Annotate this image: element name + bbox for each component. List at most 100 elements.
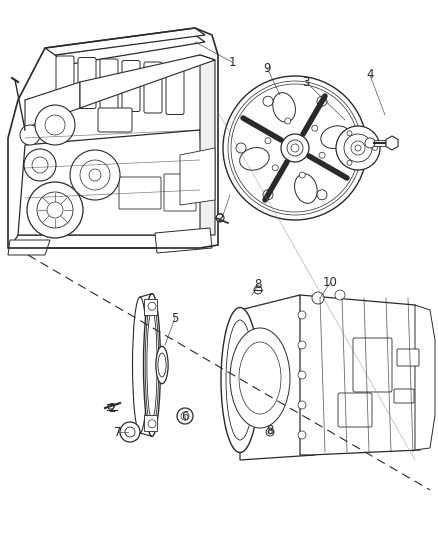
Circle shape xyxy=(281,134,309,162)
Circle shape xyxy=(272,165,278,171)
Ellipse shape xyxy=(239,342,281,414)
Ellipse shape xyxy=(295,174,317,203)
Polygon shape xyxy=(45,28,205,55)
Circle shape xyxy=(223,76,367,220)
Text: 6: 6 xyxy=(181,409,189,423)
Circle shape xyxy=(80,160,110,190)
Text: 7: 7 xyxy=(114,425,122,439)
Ellipse shape xyxy=(240,148,269,170)
Ellipse shape xyxy=(147,311,157,419)
Ellipse shape xyxy=(144,294,160,437)
Text: 8: 8 xyxy=(266,424,274,437)
Text: 8: 8 xyxy=(254,279,261,292)
Circle shape xyxy=(148,302,156,310)
Circle shape xyxy=(347,131,352,136)
Circle shape xyxy=(254,286,262,294)
Text: 4: 4 xyxy=(366,69,374,82)
FancyBboxPatch shape xyxy=(122,61,140,111)
Polygon shape xyxy=(180,148,215,205)
Text: 2: 2 xyxy=(108,401,116,415)
FancyBboxPatch shape xyxy=(397,349,419,366)
FancyBboxPatch shape xyxy=(164,174,196,211)
FancyBboxPatch shape xyxy=(166,63,184,115)
Circle shape xyxy=(372,146,378,150)
FancyBboxPatch shape xyxy=(56,56,74,107)
Circle shape xyxy=(216,214,224,222)
Circle shape xyxy=(263,190,273,200)
FancyBboxPatch shape xyxy=(119,177,161,209)
Circle shape xyxy=(336,126,380,170)
Circle shape xyxy=(20,125,40,145)
Circle shape xyxy=(317,96,327,106)
Ellipse shape xyxy=(273,93,296,122)
Polygon shape xyxy=(144,299,157,315)
Circle shape xyxy=(298,431,306,439)
Circle shape xyxy=(319,152,325,158)
Circle shape xyxy=(236,143,246,153)
Circle shape xyxy=(298,311,306,319)
Circle shape xyxy=(312,292,324,304)
Polygon shape xyxy=(386,136,398,150)
Circle shape xyxy=(177,408,193,424)
FancyBboxPatch shape xyxy=(374,140,385,146)
FancyBboxPatch shape xyxy=(394,389,414,403)
Circle shape xyxy=(355,145,361,151)
Circle shape xyxy=(268,430,272,434)
Circle shape xyxy=(265,138,271,144)
Circle shape xyxy=(45,115,65,135)
Circle shape xyxy=(24,149,56,181)
Text: 10: 10 xyxy=(322,277,337,289)
Circle shape xyxy=(291,144,299,152)
Circle shape xyxy=(351,141,365,155)
Text: 3: 3 xyxy=(302,76,310,88)
Circle shape xyxy=(298,341,306,349)
Text: 9: 9 xyxy=(263,61,271,75)
Text: 2: 2 xyxy=(216,212,224,224)
Polygon shape xyxy=(240,295,315,460)
Circle shape xyxy=(35,105,75,145)
Circle shape xyxy=(285,118,291,124)
Circle shape xyxy=(108,404,114,410)
Polygon shape xyxy=(25,82,80,128)
Circle shape xyxy=(298,401,306,409)
Text: 5: 5 xyxy=(171,311,179,325)
FancyBboxPatch shape xyxy=(353,338,392,392)
Circle shape xyxy=(344,143,354,153)
Circle shape xyxy=(263,96,273,106)
Polygon shape xyxy=(25,55,215,110)
Polygon shape xyxy=(10,235,205,248)
Circle shape xyxy=(344,134,372,162)
Circle shape xyxy=(317,190,327,200)
FancyBboxPatch shape xyxy=(98,108,132,132)
Polygon shape xyxy=(300,295,430,455)
Ellipse shape xyxy=(221,308,259,453)
Polygon shape xyxy=(8,240,50,255)
Polygon shape xyxy=(144,415,157,431)
Polygon shape xyxy=(200,55,215,235)
Ellipse shape xyxy=(230,328,290,428)
Circle shape xyxy=(298,371,306,379)
Polygon shape xyxy=(415,305,435,450)
Circle shape xyxy=(32,157,48,173)
Ellipse shape xyxy=(158,353,166,377)
Circle shape xyxy=(37,192,73,228)
Polygon shape xyxy=(18,130,205,235)
Polygon shape xyxy=(55,35,205,65)
Polygon shape xyxy=(80,55,215,108)
Polygon shape xyxy=(155,228,212,253)
Text: 1: 1 xyxy=(228,55,236,69)
Circle shape xyxy=(120,422,140,442)
Ellipse shape xyxy=(321,126,350,149)
Ellipse shape xyxy=(156,346,168,384)
Circle shape xyxy=(181,412,189,420)
Circle shape xyxy=(47,202,63,218)
Circle shape xyxy=(125,427,135,437)
FancyBboxPatch shape xyxy=(338,393,372,427)
Ellipse shape xyxy=(133,297,148,433)
Circle shape xyxy=(335,290,345,300)
Circle shape xyxy=(148,420,156,428)
FancyBboxPatch shape xyxy=(78,58,96,109)
Circle shape xyxy=(89,169,101,181)
Circle shape xyxy=(27,182,83,238)
Circle shape xyxy=(365,138,375,148)
